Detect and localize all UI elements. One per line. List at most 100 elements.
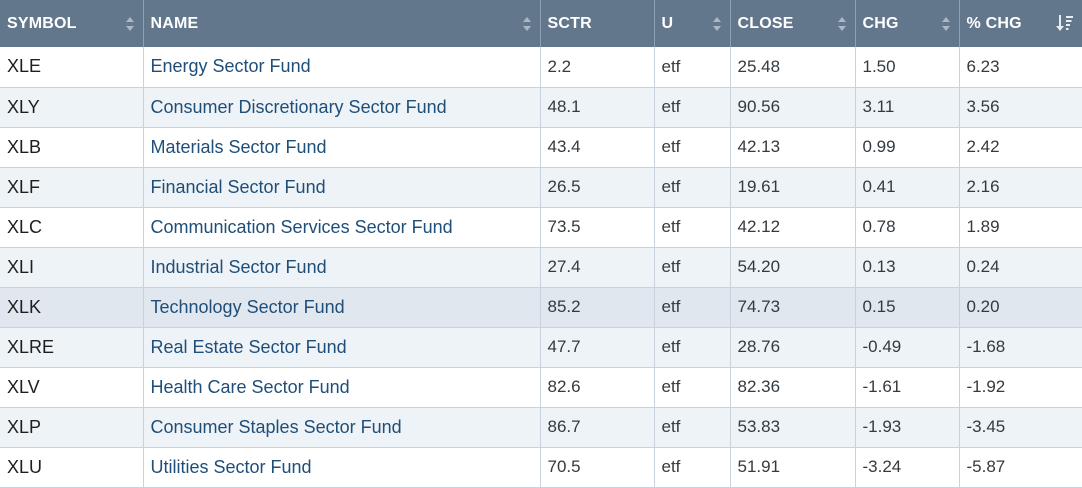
sort-updown-icon[interactable] (712, 16, 722, 32)
fund-name-link[interactable]: Health Care Sector Fund (150, 376, 350, 397)
cell-close: 42.13 (730, 127, 856, 168)
fund-name-link[interactable]: Technology Sector Fund (150, 296, 345, 317)
cell-pct-chg: 6.23 (959, 47, 1082, 88)
fund-name-link[interactable]: Industrial Sector Fund (150, 256, 327, 277)
cell-name: Materials Sector Fund (143, 127, 541, 168)
column-header-label: % CHG (966, 14, 1022, 32)
column-header-name[interactable]: NAME (143, 0, 541, 47)
cell-sctr: 2.2 (540, 47, 655, 88)
cell-name: Health Care Sector Fund (143, 367, 541, 408)
cell-pct-chg: 1.89 (959, 207, 1082, 248)
cell-pct-chg: -3.45 (959, 407, 1082, 448)
cell-close: 74.73 (730, 287, 856, 328)
table-header-row: SYMBOL NAME SCTR U CLOSE (0, 0, 1082, 47)
table-row[interactable]: XLK Technology Sector Fund 85.2 etf 74.73 0.1… (0, 287, 1082, 328)
fund-name-link[interactable]: Materials Sector Fund (150, 136, 327, 157)
table-row[interactable]: XLU Utilities Sector Fund 70.5 etf 51.91 -3.2… (0, 447, 1082, 488)
sort-descending-icon[interactable] (1056, 14, 1074, 32)
cell-symbol: XLU (0, 447, 144, 488)
sort-updown-icon[interactable] (941, 16, 951, 32)
cell-symbol: XLC (0, 207, 144, 248)
column-header-sctr[interactable]: SCTR (540, 0, 655, 47)
fund-name-link[interactable]: Utilities Sector Fund (150, 456, 312, 477)
sort-updown-icon[interactable] (837, 16, 847, 32)
cell-name: Financial Sector Fund (143, 167, 541, 208)
cell-chg: 0.41 (855, 167, 960, 208)
cell-u: etf (654, 247, 731, 288)
cell-pct-chg: -1.92 (959, 367, 1082, 408)
column-header-close[interactable]: CLOSE (730, 0, 856, 47)
cell-u: etf (654, 447, 731, 488)
column-header-label: SCTR (547, 14, 592, 32)
cell-u: etf (654, 407, 731, 448)
cell-symbol: XLY (0, 87, 144, 128)
column-header-u[interactable]: U (654, 0, 731, 47)
cell-name: Energy Sector Fund (143, 47, 541, 88)
cell-sctr: 85.2 (540, 287, 655, 328)
cell-pct-chg: -1.68 (959, 327, 1082, 368)
cell-sctr: 70.5 (540, 447, 655, 488)
cell-u: etf (654, 207, 731, 248)
cell-name: Utilities Sector Fund (143, 447, 541, 488)
fund-name-link[interactable]: Consumer Staples Sector Fund (150, 416, 402, 437)
table-row[interactable]: XLY Consumer Discretionary Sector Fund 48.… (0, 87, 1082, 128)
fund-name-link[interactable]: Financial Sector Fund (150, 176, 326, 197)
fund-name-link[interactable]: Consumer Discretionary Sector Fund (150, 96, 447, 117)
sort-updown-icon[interactable] (125, 16, 135, 32)
column-header-symbol[interactable]: SYMBOL (0, 0, 144, 47)
cell-sctr: 48.1 (540, 87, 655, 128)
cell-pct-chg: 2.16 (959, 167, 1082, 208)
cell-u: etf (654, 87, 731, 128)
cell-symbol: XLK (0, 287, 144, 328)
cell-close: 54.20 (730, 247, 856, 288)
cell-name: Technology Sector Fund (143, 287, 541, 328)
table-row[interactable]: XLI Industrial Sector Fund 27.4 etf 54.20 0.1… (0, 247, 1082, 288)
cell-symbol: XLB (0, 127, 144, 168)
cell-pct-chg: 0.24 (959, 247, 1082, 288)
fund-name-link[interactable]: Communication Services Sector Fund (150, 216, 453, 237)
cell-close: 51.91 (730, 447, 856, 488)
cell-symbol: XLP (0, 407, 144, 448)
cell-close: 42.12 (730, 207, 856, 248)
cell-close: 25.48 (730, 47, 856, 88)
cell-pct-chg: 0.20 (959, 287, 1082, 328)
cell-chg: 1.50 (855, 47, 960, 88)
cell-chg: 0.78 (855, 207, 960, 248)
cell-sctr: 27.4 (540, 247, 655, 288)
table-row[interactable]: XLF Financial Sector Fund 26.5 etf 19.61 0.41… (0, 167, 1082, 208)
column-header-label: CLOSE (737, 14, 794, 32)
table-row[interactable]: XLB Materials Sector Fund 43.4 etf 42.13 0.99… (0, 127, 1082, 168)
cell-close: 19.61 (730, 167, 856, 208)
cell-sctr: 26.5 (540, 167, 655, 208)
cell-sctr: 82.6 (540, 367, 655, 408)
table-row[interactable]: XLRE Real Estate Sector Fund 47.7 etf 28.76-… (0, 327, 1082, 368)
cell-close: 28.76 (730, 327, 856, 368)
table-row[interactable]: XLP Consumer Staples Sector Fund 86.7 etf 53… (0, 407, 1082, 448)
cell-u: etf (654, 367, 731, 408)
cell-pct-chg: 2.42 (959, 127, 1082, 168)
column-header-chg[interactable]: CHG (855, 0, 960, 47)
cell-symbol: XLRE (0, 327, 144, 368)
cell-chg: -1.93 (855, 407, 960, 448)
cell-chg: -1.61 (855, 367, 960, 408)
table-row[interactable]: XLE Energy Sector Fund 2.2 etf 25.48 1.50 6.23 (0, 47, 1082, 88)
cell-name: Industrial Sector Fund (143, 247, 541, 288)
cell-u: etf (654, 47, 731, 88)
cell-chg: -0.49 (855, 327, 960, 368)
sort-updown-icon[interactable] (522, 16, 532, 32)
table-row[interactable]: XLV Health Care Sector Fund 82.6 etf 82.36 -1… (0, 367, 1082, 408)
column-header-pct-chg[interactable]: % CHG (959, 0, 1082, 47)
cell-sctr: 43.4 (540, 127, 655, 168)
cell-chg: 0.13 (855, 247, 960, 288)
cell-u: etf (654, 327, 731, 368)
column-header-label: U (661, 14, 674, 32)
cell-u: etf (654, 127, 731, 168)
cell-chg: 0.15 (855, 287, 960, 328)
table-row[interactable]: XLC Communication Services Sector Fund 73.… (0, 207, 1082, 248)
fund-name-link[interactable]: Energy Sector Fund (150, 56, 311, 77)
cell-sctr: 47.7 (540, 327, 655, 368)
cell-chg: 3.11 (855, 87, 960, 128)
cell-sctr: 86.7 (540, 407, 655, 448)
cell-symbol: XLF (0, 167, 144, 208)
fund-name-link[interactable]: Real Estate Sector Fund (150, 336, 347, 357)
